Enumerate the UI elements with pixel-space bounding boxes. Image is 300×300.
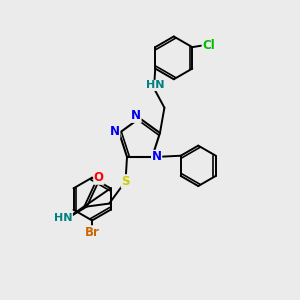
Text: S: S (121, 175, 130, 188)
Text: N: N (152, 150, 162, 164)
Text: N: N (131, 109, 141, 122)
Text: Cl: Cl (202, 39, 215, 52)
Text: Br: Br (85, 226, 100, 239)
Text: N: N (110, 125, 120, 138)
Text: HN: HN (54, 213, 72, 224)
Text: HN: HN (146, 80, 165, 90)
Text: O: O (94, 171, 104, 184)
